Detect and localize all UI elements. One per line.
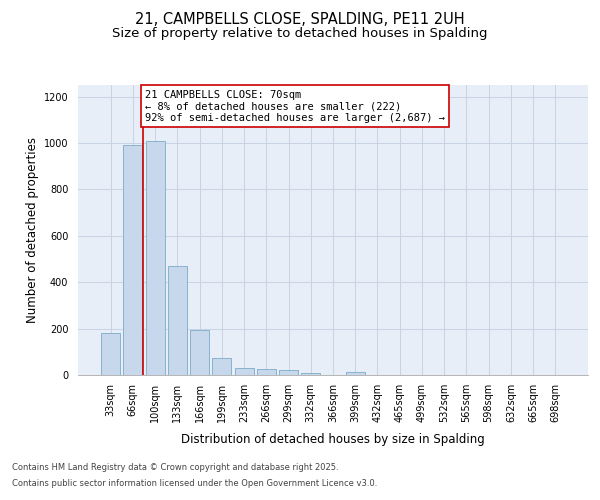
Text: 21, CAMPBELLS CLOSE, SPALDING, PE11 2UH: 21, CAMPBELLS CLOSE, SPALDING, PE11 2UH: [135, 12, 465, 28]
Bar: [346, 372, 365, 375]
Y-axis label: Number of detached properties: Number of detached properties: [26, 137, 40, 323]
Text: Contains public sector information licensed under the Open Government Licence v3: Contains public sector information licen…: [12, 478, 377, 488]
Bar: [146, 140, 164, 375]
Text: Size of property relative to detached houses in Spalding: Size of property relative to detached ho…: [112, 28, 488, 40]
Text: Distribution of detached houses by size in Spalding: Distribution of detached houses by size …: [181, 432, 485, 446]
Bar: [190, 330, 209, 375]
Text: 21 CAMPBELLS CLOSE: 70sqm
← 8% of detached houses are smaller (222)
92% of semi-: 21 CAMPBELLS CLOSE: 70sqm ← 8% of detach…: [145, 90, 445, 123]
Bar: [301, 372, 320, 375]
Bar: [212, 358, 231, 375]
Bar: [279, 370, 298, 375]
Bar: [235, 368, 254, 375]
Bar: [124, 146, 142, 375]
Bar: [257, 369, 276, 375]
Text: Contains HM Land Registry data © Crown copyright and database right 2025.: Contains HM Land Registry data © Crown c…: [12, 464, 338, 472]
Bar: [101, 333, 120, 375]
Bar: [168, 266, 187, 375]
